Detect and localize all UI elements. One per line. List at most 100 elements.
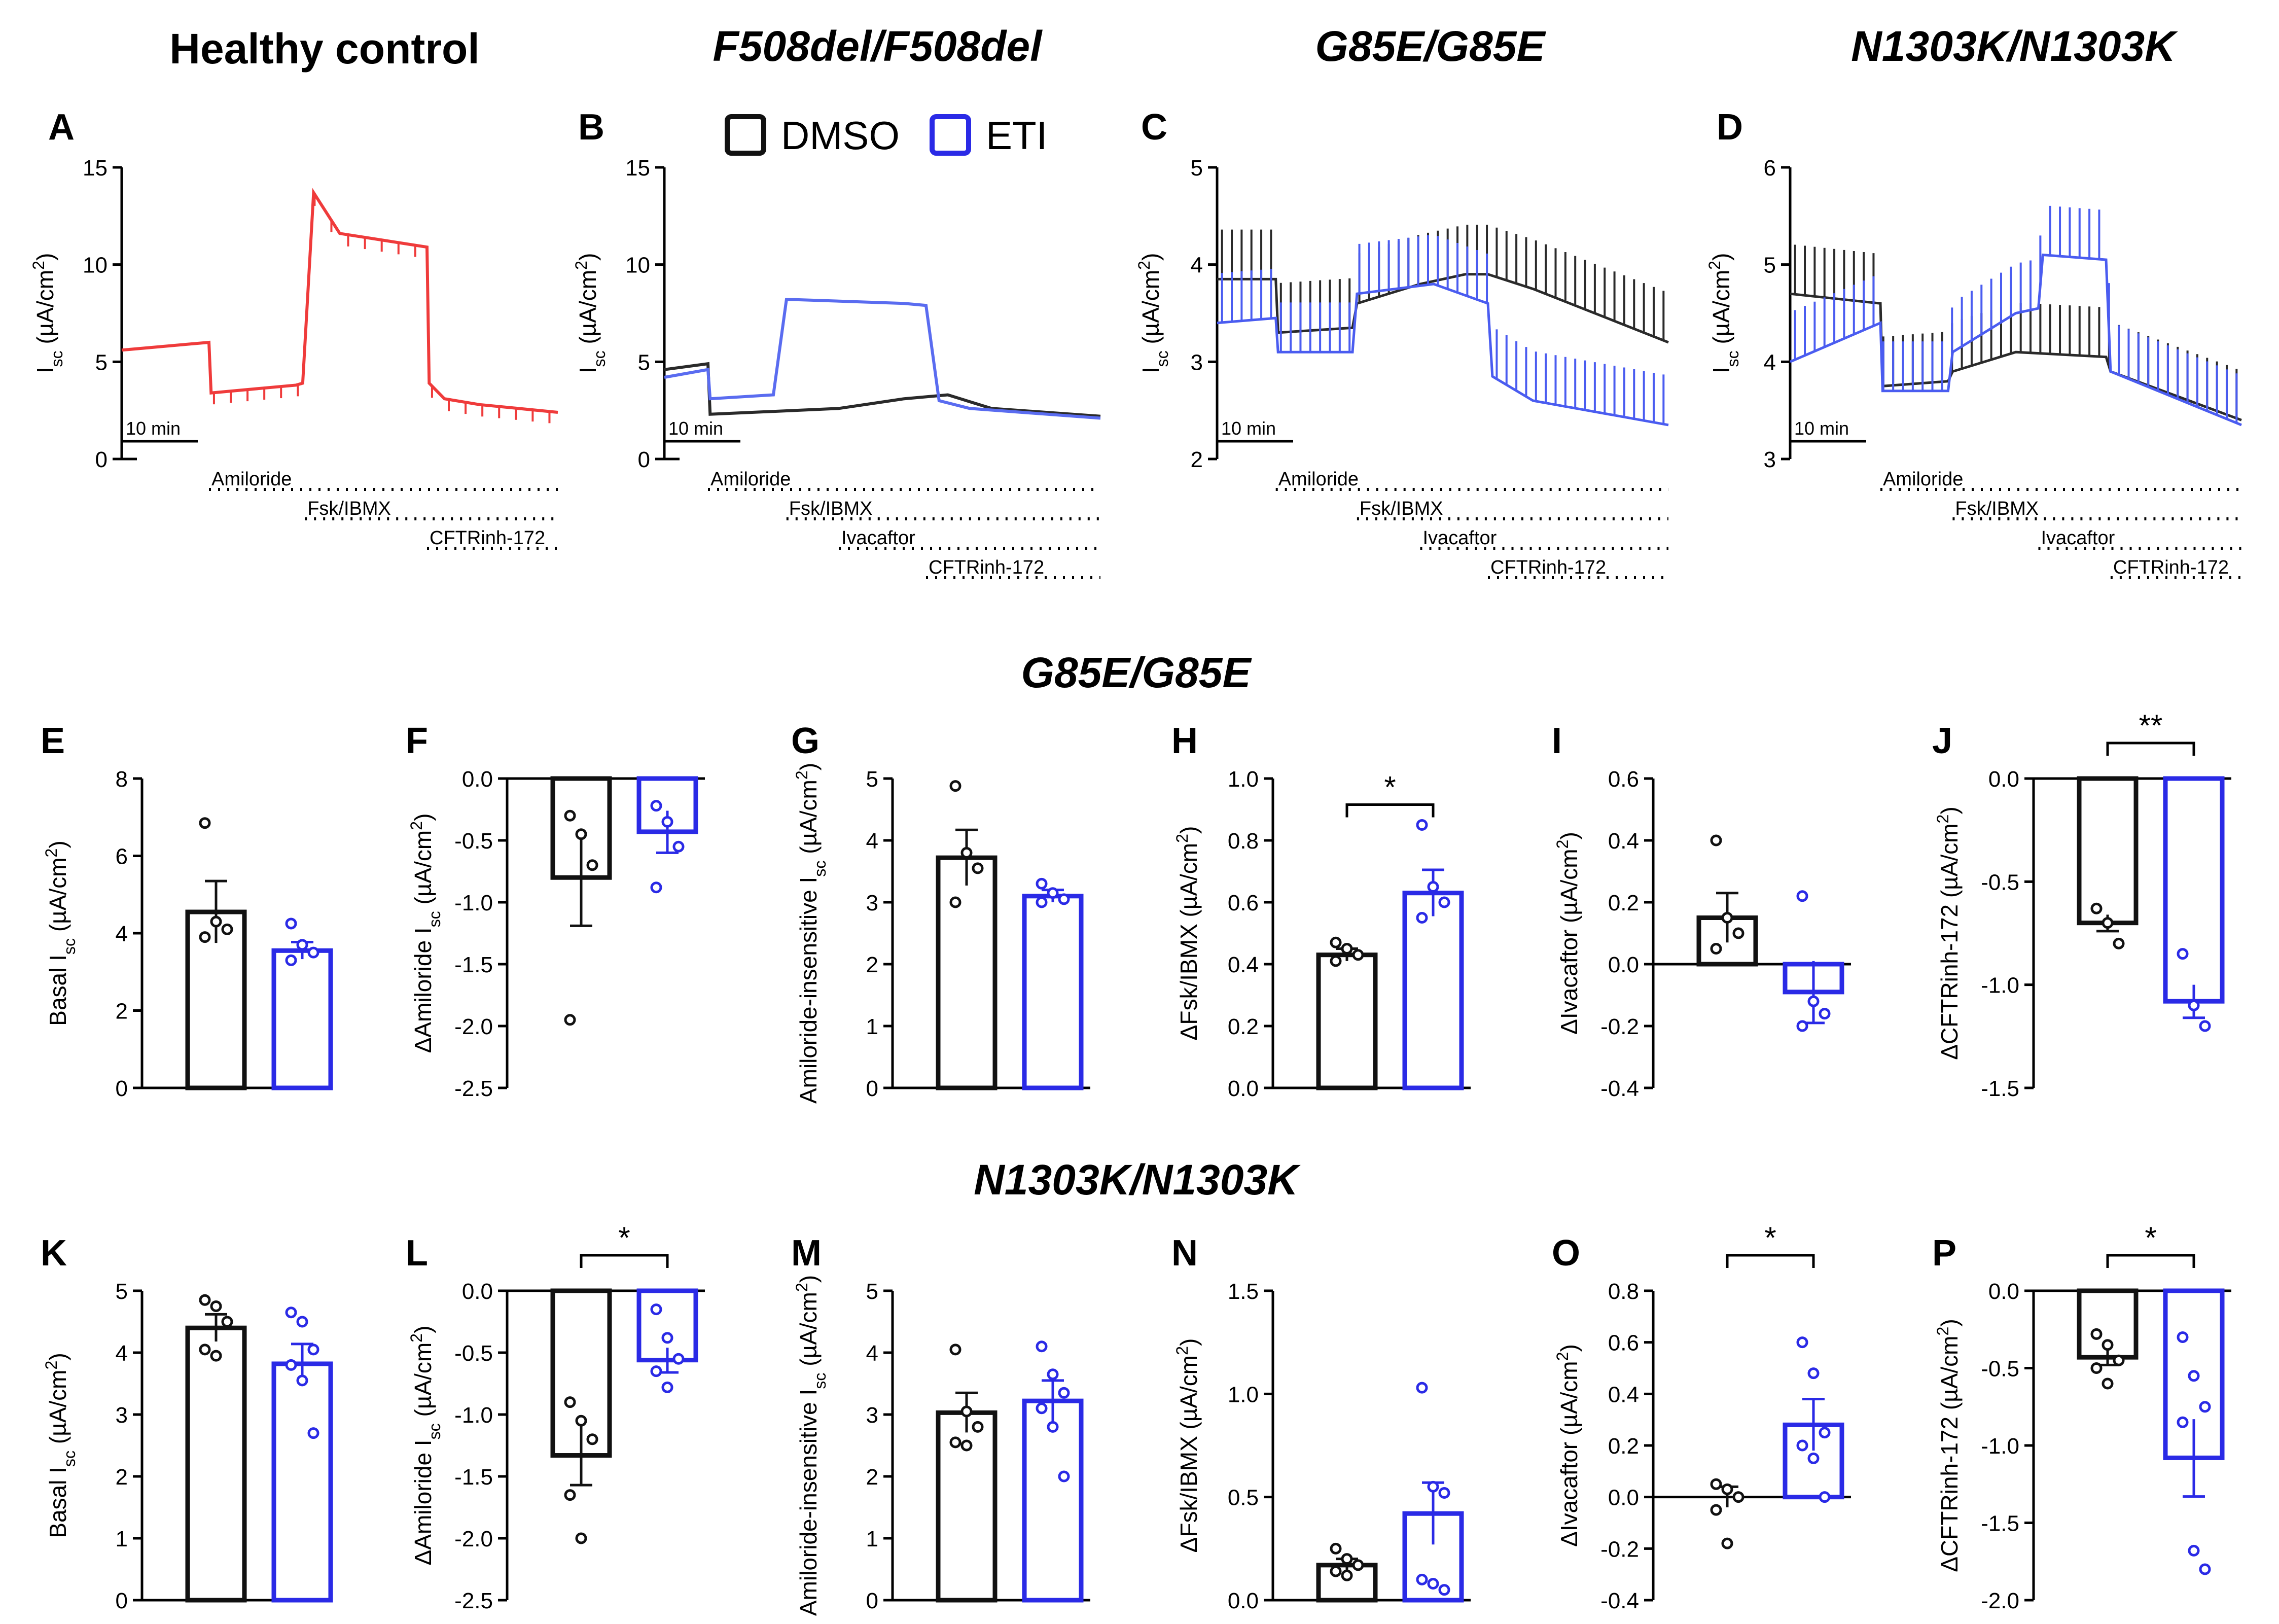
data-point (564, 809, 576, 822)
data-point (575, 1532, 587, 1544)
data-point (1438, 896, 1450, 908)
data-point (1341, 943, 1353, 955)
legend-swatch-eti (930, 114, 971, 156)
data-point (1710, 1478, 1722, 1490)
y-axis-label: ΔAmiloride Isc (µA/cm2) (407, 814, 444, 1053)
data-point (661, 816, 673, 828)
data-point (285, 917, 297, 930)
significance-bracket (2106, 742, 2195, 756)
y-tick-label: 5 (116, 1279, 128, 1304)
data-point (2113, 937, 2125, 949)
y-tick-label: 0 (116, 1076, 128, 1101)
y-tick-label: 0 (116, 1588, 128, 1613)
data-point (1732, 1491, 1744, 1503)
panel-L: L -2.5 -2.0 -1.5 -1.0 -0.5 0.0 ΔAmiloride Isc (… (406, 1221, 705, 1613)
panel-letter-I: I (1552, 721, 1562, 761)
panel-J: J -1.5 -1.0 -0.5 0.0 ΔCFTRinh-172 (µA/cm2) ** (1932, 709, 2231, 1101)
y-tick-label: 0.4 (1608, 1382, 1639, 1407)
data-point (1819, 1008, 1831, 1020)
y-axis-label: Basal Isc (µA/cm2) (42, 1353, 79, 1538)
panel-letter-B: B (578, 107, 604, 148)
data-point (949, 1436, 962, 1449)
data-point (586, 859, 598, 871)
data-point (2090, 902, 2103, 914)
y-axis-label: Amiloride-insensitive Isc (µA/cm2) (793, 763, 829, 1104)
data-point (2090, 1328, 2103, 1340)
data-point (221, 1316, 233, 1328)
data-point (1721, 1483, 1733, 1495)
y-tick-label: 0.0 (1608, 952, 1639, 977)
y-tick-label: 2 (116, 1465, 128, 1490)
y-tick-label: 0.0 (462, 1279, 493, 1304)
data-point (972, 862, 984, 874)
data-point (296, 939, 308, 951)
panel-letter-M: M (791, 1233, 822, 1274)
data-point (1710, 1504, 1722, 1516)
y-tick-label: 0.0 (1988, 1279, 2019, 1304)
y-tick-label: 0.2 (1228, 1014, 1259, 1039)
data-point (1416, 819, 1428, 831)
data-point (2090, 1362, 2103, 1374)
treatment-label: Amiloride (710, 469, 791, 490)
y-tick-label: 0.0 (462, 767, 493, 792)
panel-M: M 0 1 2 3 4 5 Amiloride-insensitive Isc (µA/cm2… (791, 1233, 1090, 1616)
data-point (1330, 936, 1342, 948)
data-point (1058, 1470, 1070, 1482)
treatment-label: CFTRinh-172 (929, 557, 1044, 578)
y-tick-label: 8 (116, 767, 128, 792)
data-point (1796, 890, 1808, 902)
y-tick-label: 6 (116, 844, 128, 869)
data-point (2113, 1354, 2125, 1366)
bar-eti (271, 948, 333, 1090)
column-title-n1303k: N1303K/N1303K (1851, 22, 2178, 70)
data-point (210, 915, 222, 928)
panel-letter-G: G (791, 721, 820, 761)
scale-bar-label: 10 min (668, 418, 723, 439)
panel-A: A 0 5 10 15 Isc (µA/cm2) 10 min Amiloride Fsk/IB… (29, 107, 558, 550)
y-tick-label: -1.5 (454, 1465, 493, 1490)
significance-label: * (2145, 1221, 2156, 1255)
y-tick-label: 0 (866, 1588, 878, 1613)
y-tick-label: -1.0 (1981, 1434, 2019, 1459)
data-point (1427, 881, 1439, 893)
y-tick-label: 0.6 (1608, 767, 1639, 792)
y-tick-label: 0.6 (1228, 891, 1259, 915)
data-point (199, 931, 211, 943)
y-tick-label: -2.5 (454, 1588, 493, 1613)
y-tick-label: -0.5 (454, 1341, 493, 1366)
panel-letter-K: K (41, 1233, 67, 1274)
treatment-label: Ivacaftor (1423, 527, 1497, 549)
y-tick-label: 4 (116, 1341, 128, 1366)
y-tick-label: -1.0 (454, 891, 493, 915)
y-tick-label: -1.5 (1981, 1511, 2019, 1536)
legend: DMSO ETI (725, 113, 1047, 158)
legend-label-dmso: DMSO (781, 113, 900, 158)
y-tick-label: -0.2 (1600, 1014, 1639, 1039)
data-point (575, 828, 587, 840)
data-point (1721, 1537, 1733, 1549)
data-point (296, 1316, 308, 1328)
data-point (1047, 887, 1059, 899)
y-tick-label: 15 (625, 156, 650, 181)
panel-D: D 3 4 5 6 Isc (µA/cm2) 10 min Amiloride Fsk/IBMX… (1705, 107, 2242, 579)
y-tick-label: 0.0 (1608, 1486, 1639, 1510)
treatment-label: CFTRinh-172 (2113, 557, 2229, 578)
data-point (650, 881, 662, 894)
y-tick-label: 2 (866, 1465, 878, 1490)
panel-K: K 0 1 2 3 4 5 Basal Isc (µA/cm2) (41, 1233, 333, 1613)
scale-bar-label: 10 min (1221, 418, 1276, 439)
data-point (672, 840, 685, 853)
treatment-label: CFTRinh-172 (430, 527, 545, 549)
data-point (1819, 1427, 1831, 1439)
y-axis-label: ΔFsk/IBMX (µA/cm2) (1173, 1338, 1202, 1553)
bar-dmso (936, 855, 998, 1090)
panel-N: N 0.0 0.5 1.0 1.5 ΔFsk/IBMX (µA/cm2) (1171, 1233, 1471, 1613)
y-axis-label: ΔIvacaftor (µA/cm2) (1553, 832, 1582, 1035)
data-point (285, 1359, 297, 1371)
data-point (1427, 1577, 1439, 1590)
data-point (1036, 1402, 1048, 1415)
y-tick-label: 5 (1191, 156, 1203, 181)
y-tick-label: 10 (83, 253, 108, 278)
significance-label: * (1764, 1221, 1776, 1255)
